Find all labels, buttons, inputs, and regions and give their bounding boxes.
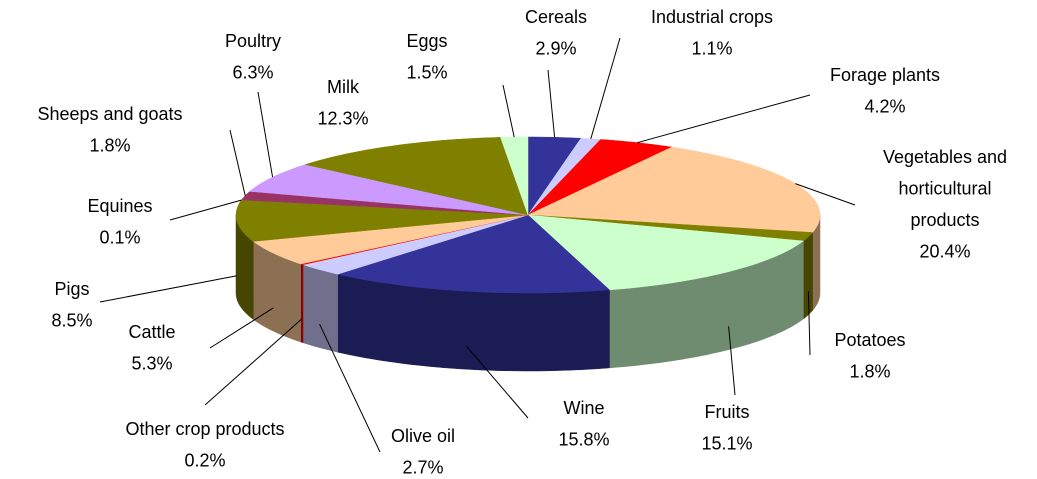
category-label: Cattle [128,322,175,342]
slice-side [302,264,338,353]
category-label: Sheeps and goats [37,104,182,124]
label-line: Milk [327,77,360,97]
label-line: Wine [563,398,604,418]
leader-line [795,183,856,206]
value-label: 0.1% [99,227,140,247]
value-label: 1.8% [89,135,130,155]
value-label: 1.8% [849,361,890,381]
slice [235,200,529,242]
value-label: 2.7% [402,457,443,477]
slice-side [300,263,304,344]
label-line: Pigs [54,279,89,299]
leader-line [209,307,274,349]
label-line: Equines [87,196,152,216]
category-label: Poultry [225,31,281,51]
category-label: Other crop products [125,419,284,439]
category-label: Forage plants [830,65,940,85]
leader-line [502,84,515,138]
category-label: Cereals [525,7,587,27]
category-label: Wine [563,398,604,418]
value-label: 4.2% [864,96,905,116]
label-line: Vegetables and [883,147,1007,167]
value-label: 2.9% [535,38,576,58]
leader-line [99,275,237,303]
label-line: Poultry [225,31,281,51]
category-label: Vegetables and horticultural products [883,147,1007,230]
value-label: 15.8% [558,429,609,449]
leader-line [257,91,274,178]
label-line: products [910,210,979,230]
category-label: Olive oil [391,426,455,446]
label-line: horticultural [898,178,991,198]
category-label: Fruits [705,402,750,422]
leader-line [590,37,621,139]
leader-line [169,199,242,221]
value-label: 1.5% [406,62,447,82]
label-line: Cattle [128,322,175,342]
label-line: Eggs [406,31,447,51]
label-line: Fruits [705,402,750,422]
label-line: Sheeps and goats [37,104,182,124]
slice [302,214,529,275]
value-label: 1.1% [691,38,732,58]
value-label: 6.3% [232,62,273,82]
category-label: Equines [87,196,152,216]
leader-line [229,129,246,196]
leader-line [204,318,303,406]
label-line: Olive oil [391,426,455,446]
value-label: 8.5% [51,310,92,330]
category-label: Milk [327,77,360,97]
value-label: 15.1% [701,433,752,453]
leader-line [728,326,736,396]
slice [527,214,805,291]
label-line: Forage plants [830,65,940,85]
value-label: 0.2% [184,450,225,470]
value-label: 20.4% [919,241,970,261]
label-line: Cereals [525,7,587,27]
slice [527,139,673,216]
value-label: 5.3% [131,353,172,373]
category-label: Pigs [54,279,89,299]
leader-line [807,291,811,356]
category-label: Eggs [406,31,447,51]
slice-side [803,231,813,320]
slice [252,214,529,265]
category-label: Industrial crops [651,7,773,27]
leader-line [637,94,811,144]
slice [336,214,611,294]
category-label: Potatoes [834,330,905,350]
slice [304,137,529,216]
label-line: Other crop products [125,419,284,439]
leader-line [465,345,529,419]
leader-line [319,323,381,453]
label-line: Potatoes [834,330,905,350]
leader-line [547,69,556,138]
label-line: Industrial crops [651,7,773,27]
value-label: 12.3% [317,108,368,128]
